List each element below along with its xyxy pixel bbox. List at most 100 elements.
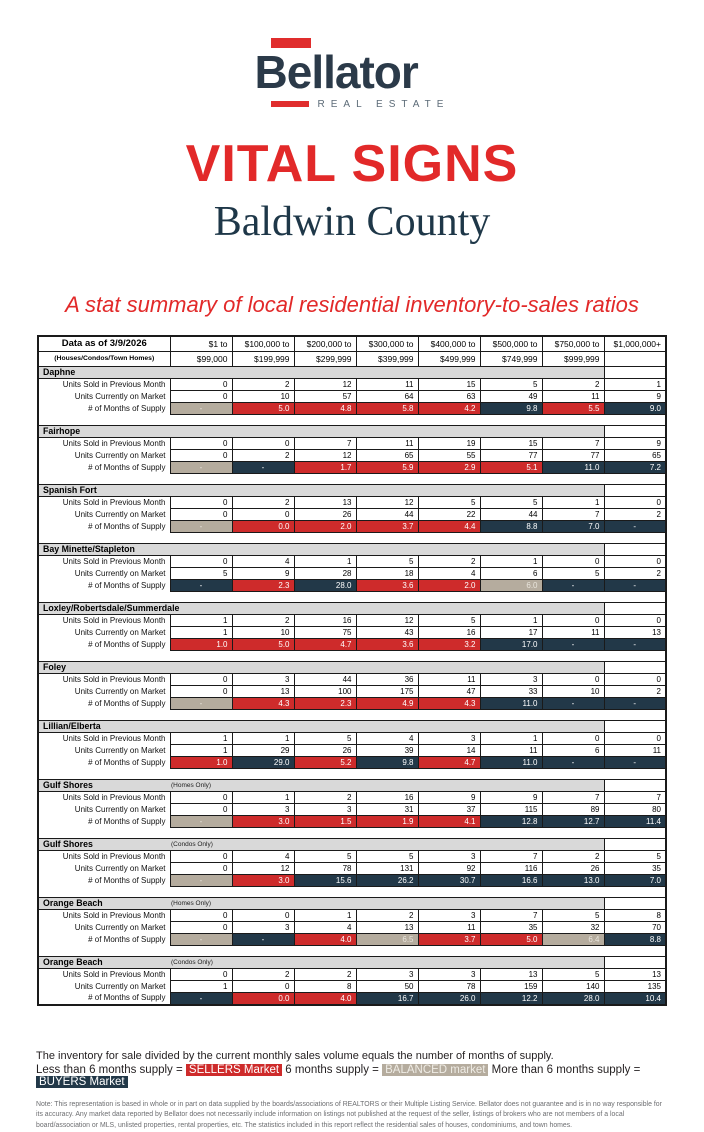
supply-row: # of Months of Supply 1.0 5.0 4.7 3.6 3.2 17.0… <box>37 637 667 651</box>
value-cell: 7 <box>293 436 357 450</box>
value-cell: 39 <box>355 743 419 757</box>
row-label: Units Currently on Market <box>37 803 171 816</box>
value-cell: 11 <box>355 377 419 391</box>
supply-row: # of Months of Supply -4.3 2.3 4.9 4.3 11.0- - <box>37 696 667 710</box>
price-column-header-line2: $749,999 <box>479 350 543 367</box>
supply-cell: - <box>169 519 233 533</box>
value-cell: 2 <box>293 790 357 804</box>
supply-cell: 17.0 <box>479 637 543 651</box>
supply-cell: 26.0 <box>417 991 481 1006</box>
row-label: # of Months of Supply <box>37 520 171 533</box>
data-row: Units Currently on Market 1 29 26 39 14 11 6 11 <box>37 743 667 757</box>
row-label: # of Months of Supply <box>37 461 171 474</box>
row-label: Units Sold in Previous Month <box>37 555 171 568</box>
value-cell: 0 <box>541 672 605 686</box>
property-types-label: (Houses/Condos/Town Homes) <box>37 350 171 367</box>
value-cell: 175 <box>355 684 419 698</box>
section-spacer <box>38 886 666 898</box>
supply-cell: 4.8 <box>293 401 357 415</box>
value-cell: 63 <box>417 389 481 403</box>
supply-cell: - <box>541 755 605 769</box>
supply-cell: 28.0 <box>293 578 357 592</box>
value-cell: 26 <box>293 507 357 521</box>
supply-row: # of Months of Supply -0.0 2.0 3.7 4.4 8.8 7.0… <box>37 519 667 533</box>
brand-tagline: REAL ESTATE <box>317 98 450 110</box>
supply-cell: 5.5 <box>541 401 605 415</box>
supply-cell: 8.8 <box>479 519 543 533</box>
value-cell: 2 <box>541 377 605 391</box>
price-column-header-line1: $750,000 to <box>541 335 605 352</box>
value-cell: 3 <box>417 731 481 745</box>
data-row: Units Currently on Market 0 12 78 131 92 116 26… <box>37 861 667 875</box>
value-cell: 2 <box>541 849 605 863</box>
supply-cell: 12.2 <box>479 991 543 1006</box>
value-cell: 12 <box>293 448 357 462</box>
row-label: Units Sold in Previous Month <box>37 968 171 981</box>
supply-cell: 8.8 <box>603 932 667 946</box>
row-label: # of Months of Supply <box>37 638 171 651</box>
section-header-last-cell <box>603 542 667 556</box>
value-cell: 116 <box>479 861 543 875</box>
data-row: Units Sold in Previous Month 0 4 5 5 3 7 2 5 <box>37 849 667 863</box>
value-cell: 55 <box>417 448 481 462</box>
value-cell: 115 <box>479 802 543 816</box>
section-header-last-cell <box>603 896 667 910</box>
value-cell: 35 <box>603 861 667 875</box>
legend-text: 6 months supply = <box>285 1063 383 1076</box>
value-cell: 47 <box>417 684 481 698</box>
supply-cell: 3.0 <box>231 814 295 828</box>
section-name-cell: Loxley/Robertsdale/Summerdale <box>37 601 605 615</box>
data-row: Units Sold in Previous Month 0 2 13 12 5 5 1 0 <box>37 495 667 509</box>
supply-explainer: The inventory for sale divided by the cu… <box>36 1049 554 1062</box>
spacer-cell <box>38 827 666 839</box>
supply-cell: 4.2 <box>417 401 481 415</box>
value-cell: 2 <box>231 967 295 981</box>
supply-cell: 7.0 <box>603 873 667 887</box>
value-cell: 44 <box>479 507 543 521</box>
row-label: Units Currently on Market <box>37 390 171 403</box>
row-label: Units Sold in Previous Month <box>37 850 171 863</box>
section-header-last-cell <box>603 365 667 379</box>
supply-row: # of Months of Supply 1.0 29.0 5.2 9.8 4.7 11.… <box>37 755 667 769</box>
row-label: # of Months of Supply <box>37 815 171 828</box>
value-cell: 13 <box>603 625 667 639</box>
value-cell: 16 <box>293 613 357 627</box>
value-cell: 0 <box>169 684 233 698</box>
section-name: Foley <box>43 661 66 672</box>
section-name: Daphne <box>43 366 76 377</box>
value-cell: 0 <box>169 495 233 509</box>
value-cell: 3 <box>417 849 481 863</box>
value-cell: 1 <box>479 731 543 745</box>
section-spacer <box>38 945 666 957</box>
value-cell: 10 <box>231 625 295 639</box>
inventory-table: Data as of 3/9/2026 $1 to $100,000 to $200… <box>37 334 667 1006</box>
value-cell: 0 <box>231 979 295 993</box>
legend-chip-sellers: SELLERS Market <box>185 1063 283 1076</box>
value-cell: 36 <box>355 672 419 686</box>
data-row: Units Currently on Market 5 9 28 18 4 6 5 2 <box>37 566 667 580</box>
supply-cell: 28.0 <box>541 991 605 1006</box>
section-note: (Condos Only) <box>171 840 213 848</box>
supply-row: # of Months of Supply -2.3 28.0 3.6 2.0 6.0- - <box>37 578 667 592</box>
value-cell: 49 <box>479 389 543 403</box>
value-cell: 9 <box>603 436 667 450</box>
supply-cell: 5.8 <box>355 401 419 415</box>
value-cell: 159 <box>479 979 543 993</box>
value-cell: 2 <box>355 908 419 922</box>
section-name-cell: Lillian/Elberta <box>37 719 605 733</box>
row-label: # of Months of Supply <box>37 933 171 946</box>
price-column-header-line1: $100,000 to <box>231 335 295 352</box>
value-cell: 1 <box>479 554 543 568</box>
section-note: (Homes Only) <box>171 899 212 907</box>
value-cell: 0 <box>231 507 295 521</box>
supply-cell: - <box>541 578 605 592</box>
value-cell: 5 <box>479 377 543 391</box>
price-column-header-line1: $400,000 to <box>417 335 481 352</box>
row-label: Units Currently on Market <box>37 449 171 462</box>
supply-cell: 5.1 <box>479 460 543 474</box>
supply-cell: - <box>603 637 667 651</box>
value-cell: 5 <box>417 613 481 627</box>
price-column-header-line2: $99,000 <box>169 350 233 367</box>
value-cell: 11 <box>355 436 419 450</box>
value-cell: 0 <box>169 967 233 981</box>
